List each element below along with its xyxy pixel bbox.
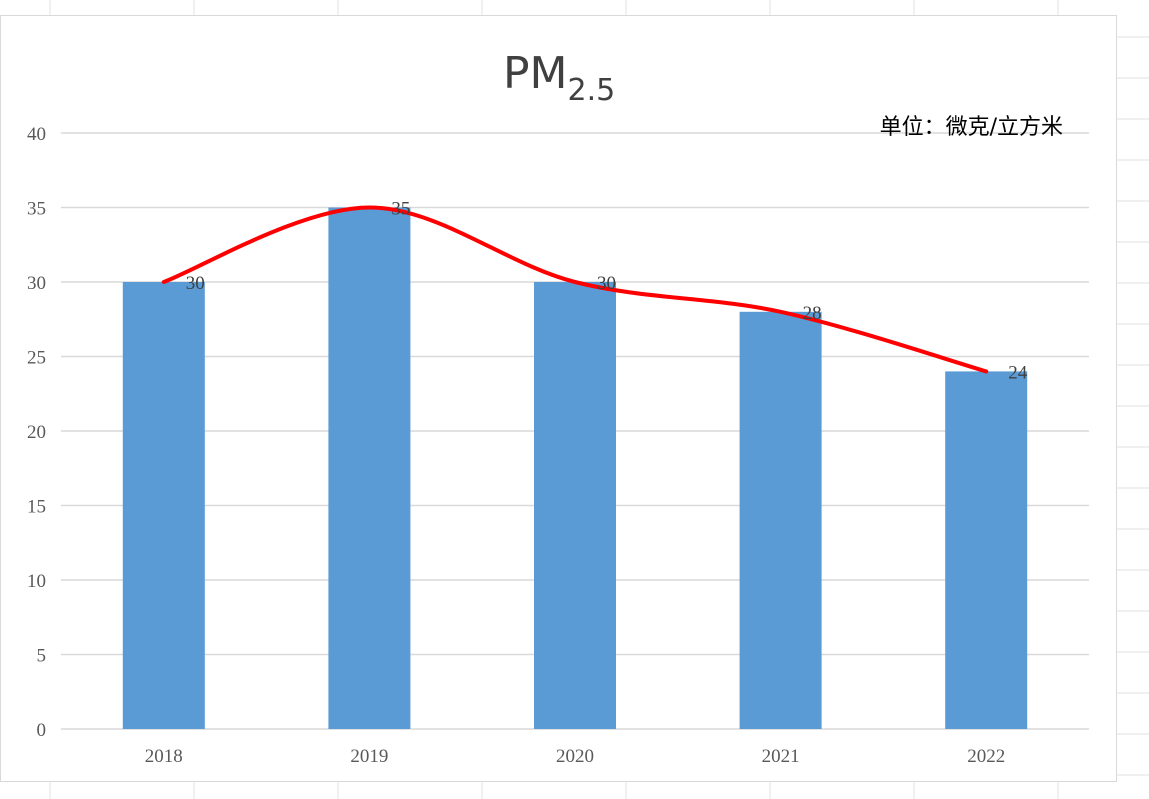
bar <box>739 311 822 729</box>
y-tick-label: 20 <box>27 422 46 443</box>
bar <box>534 282 616 729</box>
chart-title-main: PM <box>503 48 568 99</box>
y-tick-label: 35 <box>27 199 46 220</box>
data-label: 30 <box>597 273 616 294</box>
data-label: 35 <box>391 199 410 220</box>
x-tick-label: 2019 <box>350 746 388 767</box>
chart-svg: 30 35 30 28 24 0 5 10 15 20 25 30 35 40 2018 2019 2020… <box>27 48 1089 767</box>
unit-note: 单位：微克/立方米 <box>880 115 1063 140</box>
data-label: 28 <box>803 303 822 324</box>
y-axis-ticks: 0 5 10 15 20 25 30 35 40 <box>27 124 46 741</box>
bar <box>328 207 411 729</box>
y-tick-label: 15 <box>27 497 46 518</box>
bar <box>945 371 1028 729</box>
y-tick-label: 30 <box>27 273 46 294</box>
x-tick-label: 2021 <box>762 746 800 767</box>
x-axis-ticks: 2018 2019 2020 2021 2022 <box>145 746 1005 767</box>
bars <box>122 207 1028 729</box>
chart-title: PM2.5 <box>503 48 615 108</box>
y-tick-label: 25 <box>27 348 46 369</box>
y-tick-label: 0 <box>37 720 47 741</box>
chart-title-subscript: 2.5 <box>568 73 616 108</box>
data-labels: 30 35 30 28 24 <box>186 199 1028 384</box>
bar <box>122 282 205 729</box>
x-tick-label: 2022 <box>967 746 1005 767</box>
y-tick-label: 10 <box>27 571 46 592</box>
x-tick-label: 2020 <box>556 746 594 767</box>
y-tick-label: 5 <box>37 646 47 667</box>
data-label: 30 <box>186 273 205 294</box>
x-tick-label: 2018 <box>145 746 183 767</box>
data-label: 24 <box>1008 362 1028 383</box>
chart-area[interactable]: 30 35 30 28 24 0 5 10 15 20 25 30 35 40 2018 2019 2020… <box>0 15 1117 782</box>
trend-line <box>161 205 989 374</box>
y-tick-label: 40 <box>27 124 46 145</box>
